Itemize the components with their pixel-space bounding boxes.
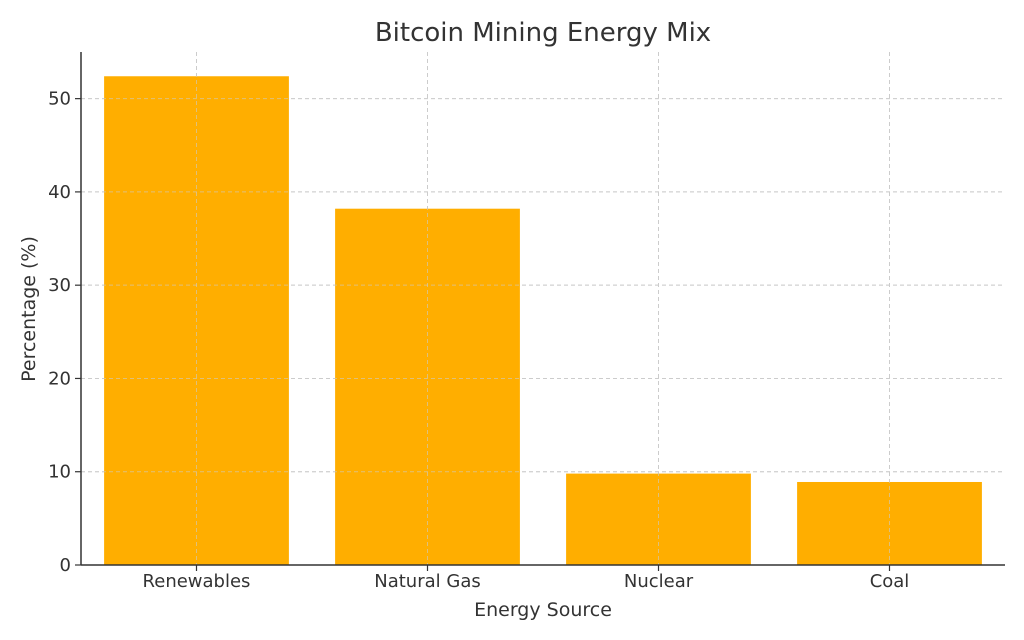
bars	[81, 52, 1005, 565]
y-tick-label: 50	[48, 89, 71, 110]
x-axis-label: Energy Source	[474, 599, 612, 621]
x-tick-label: Coal	[870, 571, 910, 592]
ticks: 0 10 20 30 40 50 Renewables Natural Gas Nuclear C…	[48, 89, 909, 592]
x-tick-label: Renewables	[143, 571, 251, 592]
bar-natural-gas	[335, 208, 520, 565]
y-tick-label: 0	[60, 555, 71, 576]
x-tick-label: Natural Gas	[374, 571, 480, 592]
axes	[80, 52, 1005, 566]
x-tick-label: Nuclear	[624, 571, 694, 592]
y-axis-label: Percentage (%)	[18, 236, 40, 382]
y-tick-label: 20	[48, 368, 71, 389]
y-tick-label: 40	[48, 182, 71, 203]
chart-title: Bitcoin Mining Energy Mix	[375, 18, 711, 48]
y-tick-label: 30	[48, 275, 71, 296]
y-tick-label: 10	[48, 462, 71, 483]
